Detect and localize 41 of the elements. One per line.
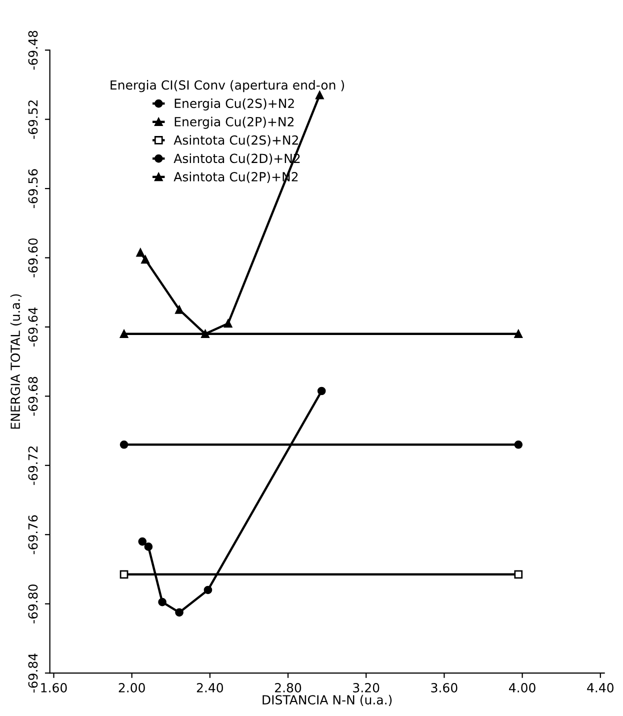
x-tick-label: 2.00 [118, 682, 145, 692]
point [120, 440, 128, 449]
y-tick-label: -69.56 [28, 169, 38, 208]
x-axis-title: DISTANCIA N-N (u.a.) [262, 694, 392, 706]
point [514, 570, 523, 579]
y-tick-label: -69.52 [28, 100, 38, 139]
point [120, 570, 128, 579]
legend-title: Energia CI(SI Conv (apertura end-on ) [110, 80, 344, 92]
y-tick-label: -69.60 [28, 238, 38, 278]
point [141, 255, 150, 264]
x-tick-label: 2.40 [196, 682, 224, 692]
point [144, 542, 153, 551]
y-tick-label: -69.84 [28, 654, 38, 693]
point [224, 319, 232, 328]
point [315, 90, 324, 100]
point [120, 330, 128, 338]
y-tick-label: -69.48 [28, 30, 38, 70]
point [158, 598, 166, 606]
point [317, 386, 326, 396]
legend-label: Energia Cu(2P)+N2 [174, 116, 294, 129]
x-tick-label: 1.60 [41, 682, 67, 692]
x-tick-label: 4.40 [587, 682, 614, 692]
point [175, 306, 184, 314]
y-tick-label: -69.80 [28, 584, 38, 624]
y-tick-label: -69.72 [28, 446, 38, 485]
y-tick-label: -69.76 [28, 515, 38, 554]
x-tick-label: 3.60 [431, 682, 458, 692]
x-tick-label: 2.80 [275, 682, 302, 692]
point [175, 608, 184, 617]
y-tick-label: -69.64 [28, 308, 38, 347]
point [204, 586, 212, 594]
y-tick-label: -69.68 [28, 376, 38, 416]
x-tick-label: 4.00 [509, 682, 536, 692]
point [514, 330, 523, 338]
legend-label: Energia Cu(2S)+N2 [174, 98, 294, 111]
y-axis-title: ENERGIA TOTAL (u.a.) [10, 294, 22, 429]
point [136, 248, 145, 257]
point [138, 537, 147, 546]
point [514, 440, 523, 449]
legend-label: Asintota Cu(2S)+N2 [174, 135, 298, 146]
x-tick-label: 3.20 [353, 682, 380, 692]
